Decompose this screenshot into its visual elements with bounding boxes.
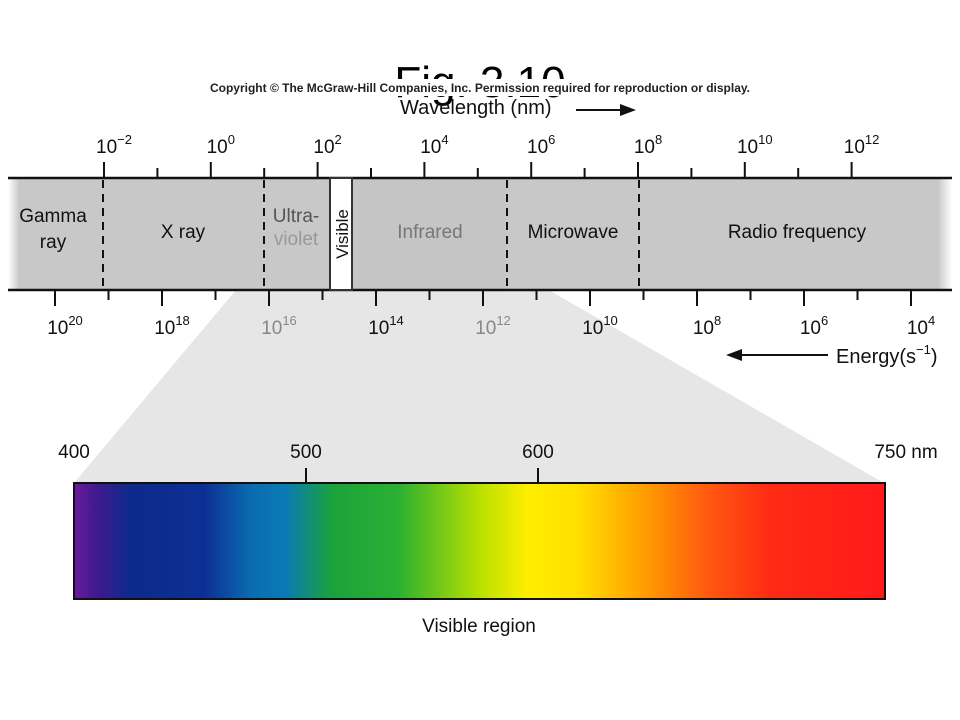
wavelength-tick-label: 104: [420, 132, 448, 158]
copyright-strip: [186, 79, 776, 96]
wavelength-tick-label: 108: [634, 132, 662, 158]
visible-band-box: [329, 177, 353, 291]
wavelength-tick-label: 1010: [737, 132, 773, 158]
region-microwave: Microwave: [528, 222, 619, 243]
region-xray: X ray: [161, 222, 206, 243]
wavelength-tick-marks: [103, 162, 853, 178]
energy-arrow: [726, 349, 828, 361]
region-radio: Radio frequency: [728, 222, 867, 243]
wavelength-tick-labels: 10−2 100 102 104 106 108 1010 1012: [96, 132, 879, 158]
wavelength-tick-label: 100: [207, 132, 235, 158]
energy-tick-label: 1016: [261, 313, 297, 339]
energy-label-main: Energy: [836, 346, 899, 368]
energy-tick-label: 106: [800, 313, 828, 339]
energy-tick-label: 1014: [368, 313, 404, 339]
energy-tick-label: 1012: [475, 313, 511, 339]
visible-tick-marks: [305, 468, 539, 483]
energy-tick-label: 1018: [154, 313, 190, 339]
visible-tick-400: 400: [58, 442, 90, 463]
region-gamma-line2: ray: [40, 232, 67, 253]
energy-axis-label: Energy(s−1): [836, 342, 938, 368]
energy-tick-label: 1020: [47, 313, 83, 339]
energy-tick-label: 108: [693, 313, 721, 339]
wavelength-tick-label: 10−2: [96, 132, 132, 158]
visible-tick-600: 600: [522, 442, 554, 463]
region-infrared: Infrared: [397, 222, 462, 243]
region-uv-line2: violet: [274, 229, 319, 250]
energy-tick-marks: [54, 290, 912, 306]
visible-region-label: Visible region: [422, 616, 536, 637]
region-dividers: [102, 180, 640, 288]
wavelength-tick-label: 106: [527, 132, 555, 158]
region-uv-line1: Ultra-: [273, 206, 319, 227]
wavelength-axis-label: Wavelength (nm): [400, 97, 552, 119]
energy-tick-label: 1010: [582, 313, 618, 339]
region-visible: Visible: [333, 209, 352, 259]
visible-spectrum-bar: [73, 482, 886, 600]
wavelength-tick-label: 102: [313, 132, 341, 158]
wavelength-tick-label: 1012: [844, 132, 880, 158]
energy-label-exp: −1: [916, 342, 931, 357]
region-gamma-line1: Gamma: [19, 206, 87, 227]
energy-label-open: (s: [899, 346, 916, 368]
energy-tick-labels: 1020 1018 1016 1014 1012 1010 108 106 104: [47, 313, 935, 339]
visible-tick-750: 750 nm: [874, 442, 937, 463]
energy-tick-label: 104: [907, 313, 935, 339]
energy-label-close: ): [931, 346, 938, 368]
copyright-notice: Copyright © The McGraw-Hill Companies, I…: [210, 81, 750, 95]
visible-tick-500: 500: [290, 442, 322, 463]
spectrum-band: [8, 178, 952, 290]
wavelength-arrow: [576, 104, 636, 116]
